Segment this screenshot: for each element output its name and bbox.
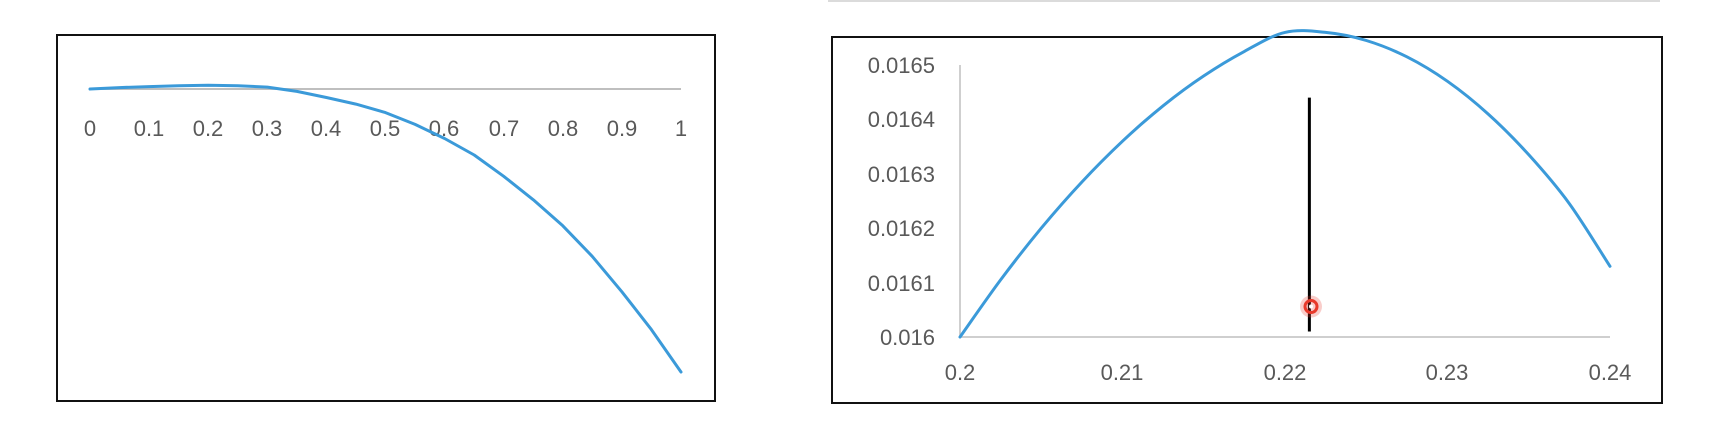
chart-left-x-tick: 0.3: [252, 116, 283, 141]
chart-left-frame: [56, 34, 716, 402]
chart-right-x-tick: 0.24: [1589, 360, 1632, 385]
chart-right-x-tick: 0.2: [945, 360, 976, 385]
chart-right-series-group: [958, 29, 1612, 339]
chart-right-y-tick: 0.0162: [868, 216, 935, 241]
chart-left-x-tick: 0.1: [134, 116, 165, 141]
chart-left-x-tick: 0.7: [489, 116, 520, 141]
chart-right-x-tick: 0.21: [1101, 360, 1144, 385]
chart-left-x-tick: 1: [675, 116, 687, 141]
chart-right-x-tick: 0.23: [1426, 360, 1469, 385]
chart-left-x-tick: 0.8: [548, 116, 579, 141]
cursor-indicator-icon: [1303, 299, 1319, 315]
chart-right-y-tick: 0.0163: [868, 162, 935, 187]
chart-right: 0.016 0.0161 0.0162 0.0163 0.0164 0.0165…: [831, 29, 1663, 404]
chart-left-series-group: [88, 83, 683, 374]
chart-right-y-tick: 0.0161: [868, 271, 935, 296]
chart-right-y-ticks: 0.016 0.0161 0.0162 0.0163 0.0164 0.0165: [868, 53, 935, 350]
chart-right-series-line: [958, 29, 1612, 339]
chart-left-x-tick: 0.9: [607, 116, 638, 141]
chart-left-x-tick: 0.2: [193, 116, 224, 141]
chart-right-y-tick: 0.016: [880, 325, 935, 350]
chart-left-x-tick: 0: [84, 116, 96, 141]
chart-right-y-tick: 0.0164: [868, 107, 935, 132]
chart-right-y-tick: 0.0165: [868, 53, 935, 78]
chart-left-series-line: [88, 83, 683, 374]
chart-right-annotations: [1300, 97, 1322, 332]
chart-left: 0 0.1 0.2 0.3 0.4 0.5 0.6 0.7 0.8 0.9 1: [56, 34, 716, 402]
chart-left-x-ticks: 0 0.1 0.2 0.3 0.4 0.5 0.6 0.7 0.8 0.9 1: [84, 116, 687, 141]
chart-left-x-tick: 0.4: [311, 116, 342, 141]
chart-right-x-ticks: 0.2 0.21 0.22 0.23 0.24: [945, 360, 1632, 385]
chart-right-frame: [831, 36, 1663, 404]
cursor-indicator-center: [1309, 304, 1313, 309]
chart-right-x-tick: 0.22: [1264, 360, 1307, 385]
chart-left-x-tick: 0.5: [370, 116, 401, 141]
